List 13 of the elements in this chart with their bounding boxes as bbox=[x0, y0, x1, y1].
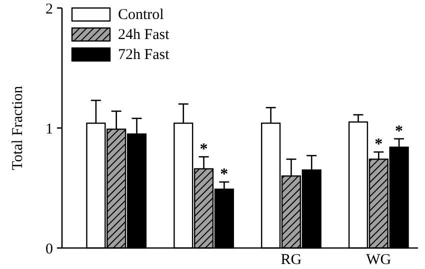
y-axis-title: Total Fraction bbox=[10, 85, 26, 170]
y-tick-label: 1 bbox=[46, 121, 53, 138]
x-tick-label: WG bbox=[366, 252, 392, 268]
data-label: * bbox=[395, 122, 404, 140]
legend-label: Control bbox=[118, 7, 164, 23]
data-label: * bbox=[220, 166, 228, 183]
x-tick-label: RG bbox=[280, 252, 302, 268]
data-label: * bbox=[374, 136, 383, 153]
legend-label: 72h Fast bbox=[118, 47, 170, 63]
legend-label: 24h Fast bbox=[118, 27, 170, 43]
y-tick-label: 0 bbox=[46, 241, 53, 258]
data-label: * bbox=[200, 140, 208, 158]
y-tick-label: 2 bbox=[46, 1, 53, 18]
